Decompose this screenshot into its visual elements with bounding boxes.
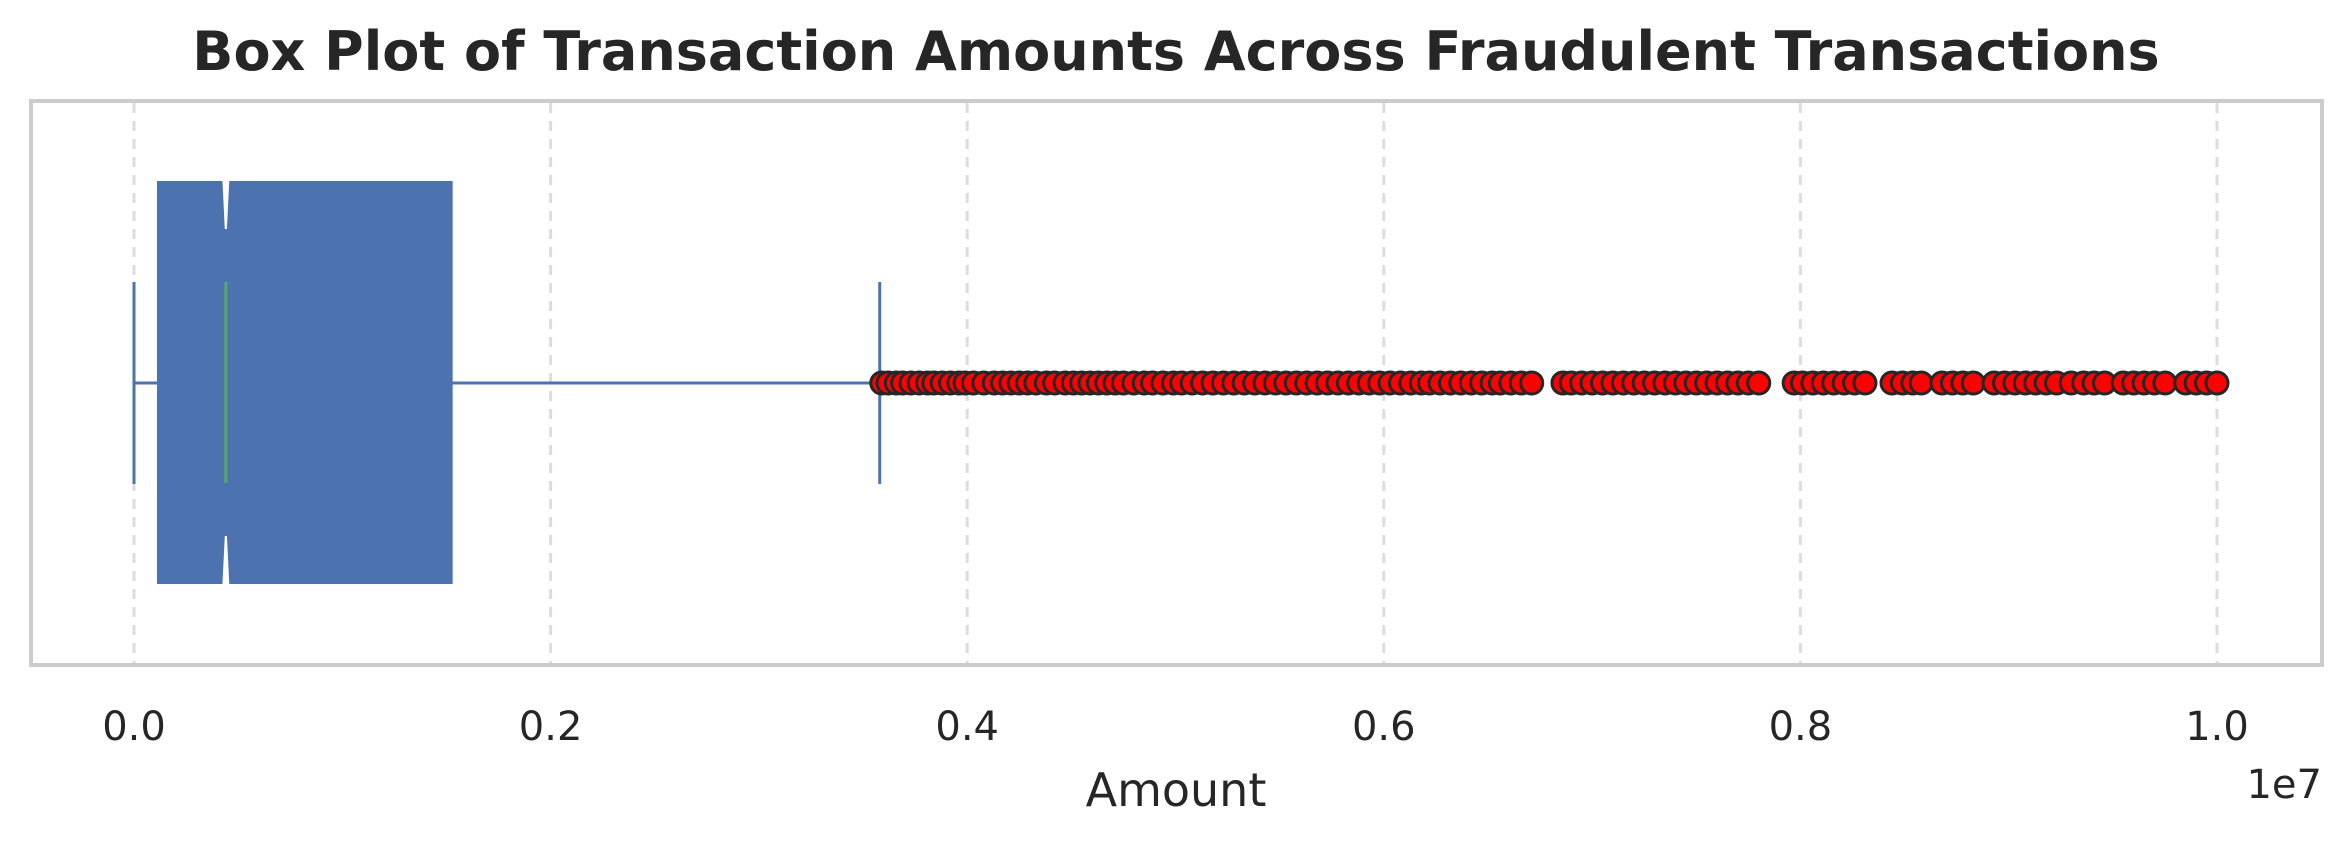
outlier-point [1852,370,1878,396]
x-axis-offset-label: 1e7 [2246,762,2322,808]
outlier-point [1960,370,1986,396]
outlier-point [1519,370,1545,396]
outlier-points [869,370,2230,396]
plot-frame [29,99,2324,667]
outlier-point [2204,370,2230,396]
outlier-point [1908,370,1934,396]
x-tick-label: 1.0 [2185,704,2249,750]
outlier-point [1746,370,1772,396]
x-tick-label: 0.6 [1352,704,1416,750]
x-tick-label: 0.8 [1769,704,1833,750]
x-tick-label: 0.4 [935,704,999,750]
iqr-box [156,181,453,584]
outlier-point [2152,370,2178,396]
box-group [132,181,882,584]
x-tick-label: 0.2 [519,704,583,750]
chart-title: Box Plot of Transaction Amounts Across F… [192,20,2159,83]
x-tick-label: 0.0 [102,704,166,750]
x-tick-labels: 0.0 0.2 0.4 0.6 0.8 1.0 [102,704,2249,750]
x-axis-label: Amount [1086,763,1267,817]
